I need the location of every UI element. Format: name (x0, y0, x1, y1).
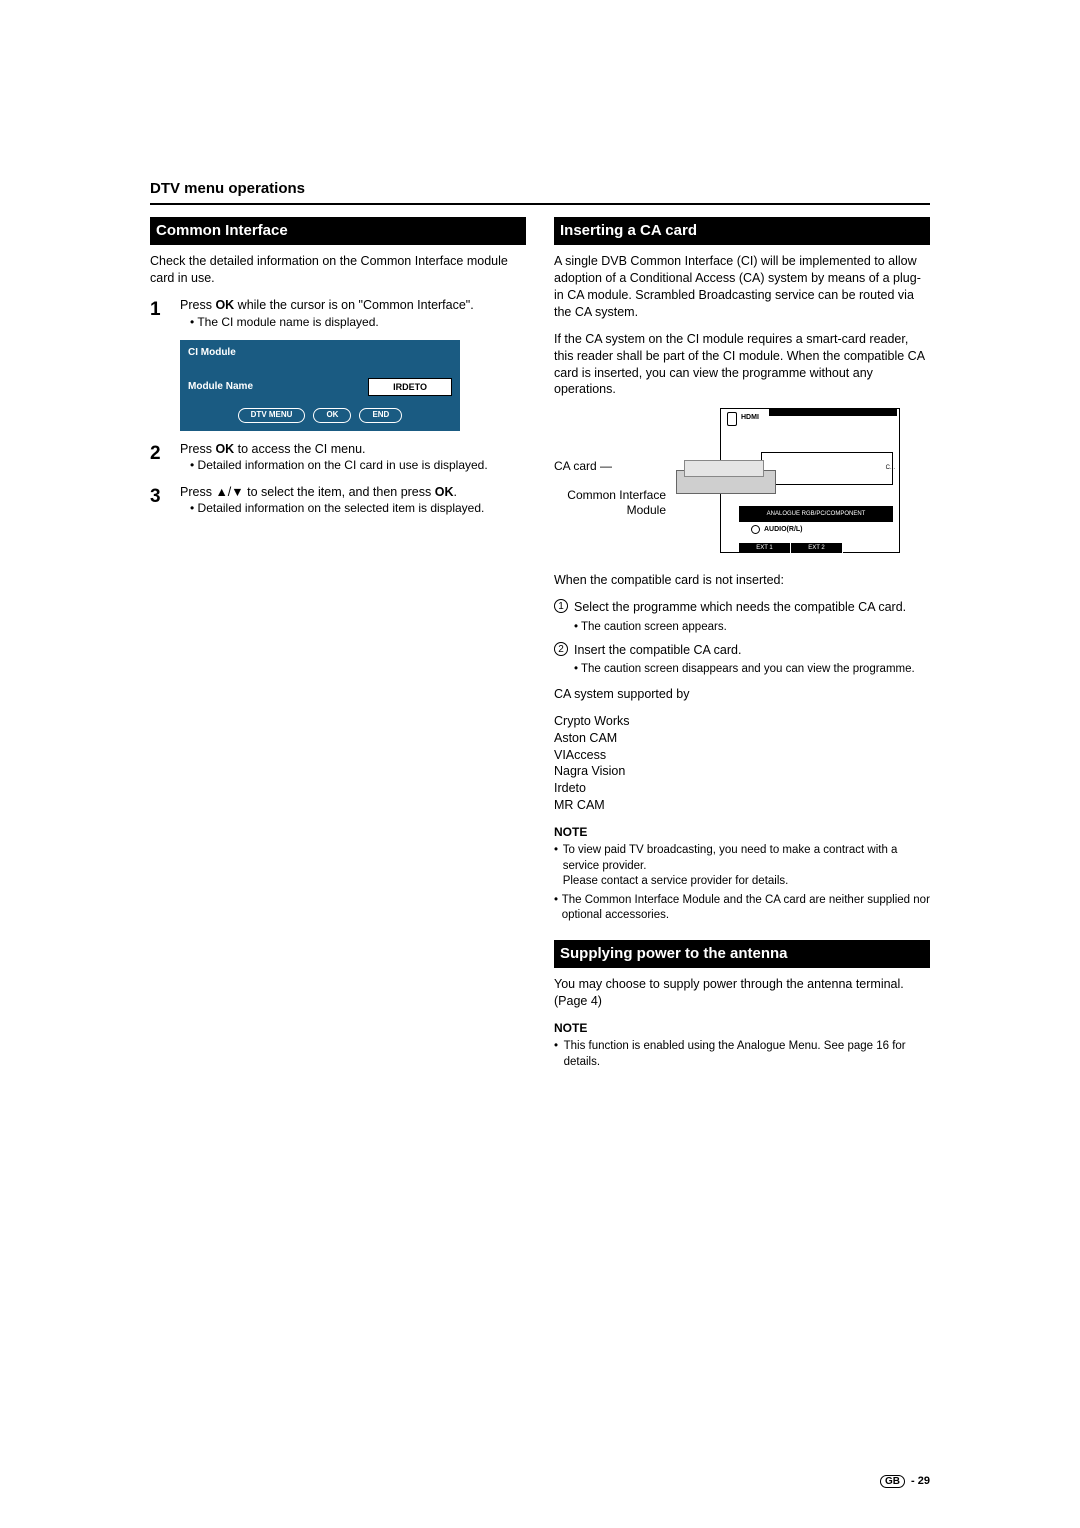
ci-ok-button: OK (313, 408, 351, 423)
hdmi-label: HDMI (741, 413, 759, 422)
ext2-label: EXT 2 (791, 543, 843, 553)
page-footer: GB - 29 (880, 1475, 930, 1488)
step-number: 3 (150, 484, 168, 517)
ci-dtvmenu-button: DTV MENU (238, 408, 306, 423)
cim-label: Common Interface Module (554, 488, 666, 517)
numbered-item-1: 1 Select the programme which needs the c… (554, 599, 930, 616)
intro-text: Check the detailed information on the Co… (150, 253, 526, 287)
para1: A single DVB Common Interface (CI) will … (554, 253, 930, 321)
step2-text: Press OK to access the CI menu. (180, 442, 366, 456)
step3-bullet: • Detailed information on the selected i… (180, 500, 526, 516)
note-list-2: •This function is enabled using the Anal… (554, 1039, 930, 1070)
content-columns: Common Interface Check the detailed info… (150, 217, 930, 1073)
step1-text: Press OK while the cursor is on "Common … (180, 298, 474, 312)
para3: You may choose to supply power through t… (554, 976, 930, 1010)
step2-bullet: • Detailed information on the CI card in… (180, 457, 526, 473)
left-column: Common Interface Check the detailed info… (150, 217, 526, 1073)
when-not-inserted: When the compatible card is not inserted… (554, 572, 930, 589)
ci-module-name-label: Module Name (188, 380, 253, 394)
step3-text: Press ▲/▼ to select the item, and then p… (180, 485, 457, 499)
analogue-label: ANALOGUE RGB/PC/COMPONENT (739, 506, 893, 522)
item2-sub: • The caution screen disappears and you … (554, 662, 930, 678)
section-header-common-interface: Common Interface (150, 217, 526, 245)
ci-module-screenshot: CI Module Module Name IRDETO DTV MENU OK… (180, 340, 460, 430)
para2: If the CA system on the CI module requir… (554, 331, 930, 399)
right-column: Inserting a CA card A single DVB Common … (554, 217, 930, 1073)
region-badge: GB (880, 1475, 905, 1488)
ext1-label: EXT 1 (739, 543, 791, 553)
ca-system-list: Crypto Works Aston CAM VIAccess Nagra Vi… (554, 713, 930, 814)
circled-2-icon: 2 (554, 642, 568, 656)
item1-sub: • The caution screen appears. (554, 620, 930, 636)
note-list-1: •To view paid TV broadcasting, you need … (554, 843, 930, 924)
divider (150, 203, 930, 205)
ca-supported-label: CA system supported by (554, 686, 930, 703)
page-section-title: DTV menu operations (150, 180, 930, 197)
ca-card-diagram: CA card — Common Interface Module HDMI C… (554, 408, 930, 558)
step-2: 2 Press OK to access the CI menu. • Deta… (150, 441, 526, 474)
step-1: 1 Press OK while the cursor is on "Commo… (150, 297, 526, 330)
step-3: 3 Press ▲/▼ to select the item, and then… (150, 484, 526, 517)
section-header-antenna: Supplying power to the antenna (554, 940, 930, 968)
step1-bullet: • The CI module name is displayed. (180, 314, 526, 330)
circled-1-icon: 1 (554, 599, 568, 613)
note-label-2: NOTE (554, 1020, 930, 1036)
step-number: 2 (150, 441, 168, 474)
ci-label: C.I. (886, 464, 895, 472)
ci-module-name-value: IRDETO (368, 378, 452, 396)
tv-back-panel: HDMI C.I. ANALOGUE RGB/PC/COMPONENT AUDI… (720, 408, 900, 553)
ci-box-title: CI Module (188, 346, 452, 360)
audio-label: AUDIO(R/L) (751, 525, 803, 534)
ci-end-button: END (359, 408, 402, 423)
note-label-1: NOTE (554, 824, 930, 840)
numbered-item-2: 2 Insert the compatible CA card. (554, 642, 930, 659)
step-number: 1 (150, 297, 168, 330)
ca-card-label: CA card — (554, 458, 612, 474)
section-header-inserting-ca: Inserting a CA card (554, 217, 930, 245)
